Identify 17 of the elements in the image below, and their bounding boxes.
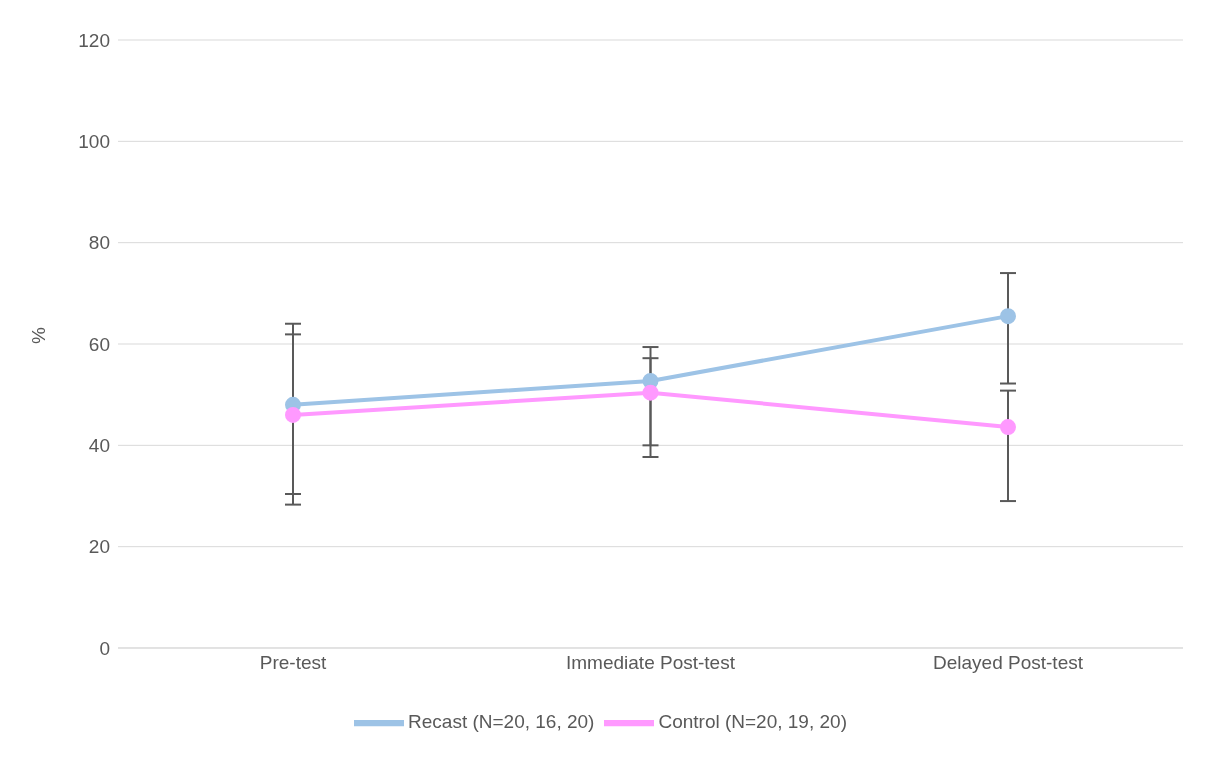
x-tick-label: Immediate Post-test bbox=[566, 652, 736, 674]
y-tick-label: 60 bbox=[88, 333, 110, 355]
legend-label: Control (N=20, 19, 20) bbox=[658, 711, 847, 733]
y-axis-title: % bbox=[27, 327, 49, 344]
x-tick-label: Delayed Post-test bbox=[933, 652, 1084, 674]
legend-label: Recast (N=20, 16, 20) bbox=[408, 711, 595, 733]
point bbox=[1000, 419, 1016, 436]
y-tick-label: 0 bbox=[99, 637, 110, 659]
x-tick-label: Pre-test bbox=[259, 652, 327, 674]
y-tick-label: 100 bbox=[78, 131, 110, 153]
y-tick-label: 20 bbox=[88, 536, 110, 558]
y-tick-label: 120 bbox=[78, 29, 110, 51]
y-tick-label: 80 bbox=[88, 232, 110, 254]
point bbox=[285, 406, 301, 423]
point bbox=[642, 384, 659, 401]
y-tick-label: 40 bbox=[88, 435, 110, 457]
point bbox=[1000, 308, 1016, 325]
